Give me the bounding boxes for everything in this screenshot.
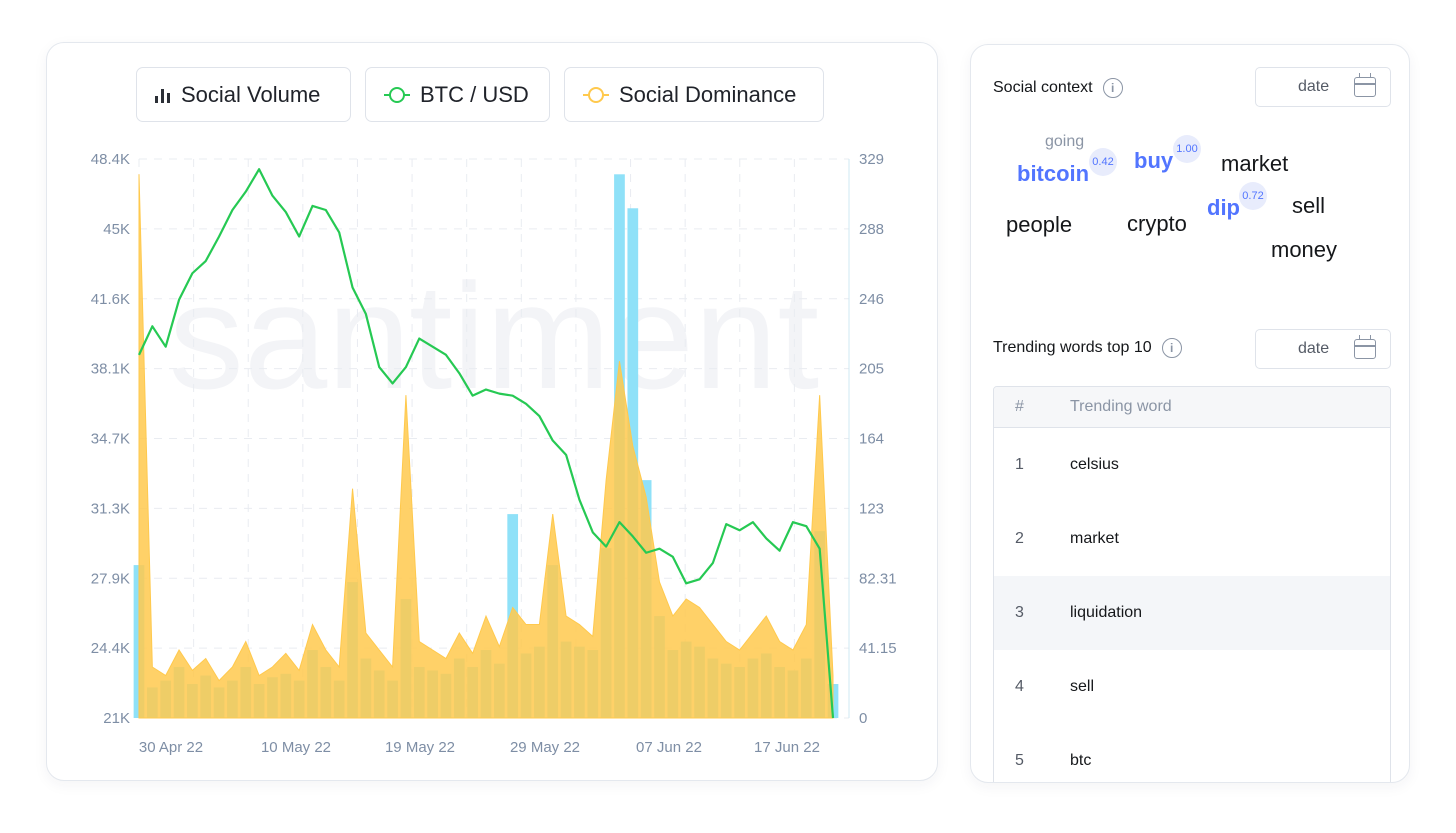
row-rank: 1 (1015, 456, 1024, 473)
y-right-tick-label: 288 (859, 221, 884, 238)
btc-usd-line (138, 168, 835, 719)
y-right-tick-label: 205 (859, 361, 884, 378)
y-left-tick-label: 21K (103, 710, 130, 727)
y-right-tick-label: 82.31 (859, 570, 897, 587)
calendar-icon (1354, 73, 1376, 97)
social-context-title: Social context (993, 79, 1093, 96)
y-right-tick-label: 123 (859, 500, 884, 517)
word-buy[interactable]: buy (1134, 148, 1174, 173)
legend-social-dominance-button[interactable]: Social Dominance (564, 67, 824, 122)
date-placeholder: date (1298, 340, 1330, 357)
table-row[interactable]: 5 btc (994, 724, 1390, 782)
y-right-tick-label: 246 (859, 291, 884, 308)
table-header: # Trending word (994, 387, 1390, 428)
info-icon[interactable]: i (1161, 338, 1182, 358)
chart-canvas[interactable]: santiment 48.4K 45K 41.6K 38.1K 34.7K 31.3K 27.… (47, 43, 939, 782)
word-going[interactable]: going (1045, 133, 1085, 150)
x-tick-label: 29 May 22 (510, 739, 580, 756)
chart-card: santiment 48.4K 45K 41.6K 38.1K 34.7K 31.3K 27.… (46, 42, 938, 781)
info-icon[interactable]: i (1102, 78, 1123, 98)
row-word[interactable]: celsius (1070, 456, 1119, 473)
x-tick-label: 07 Jun 22 (636, 739, 702, 756)
social-dominance-area (138, 174, 834, 719)
social-context-heading: Social context i (993, 78, 1123, 98)
x-tick-label: 10 May 22 (261, 739, 331, 756)
word-bitcoin[interactable]: bitcoin (1017, 161, 1090, 186)
score-badge-bitcoin: 0.42 (1089, 148, 1117, 176)
row-rank: 4 (1015, 678, 1024, 695)
legend-social-dominance-label: Social Dominance (619, 81, 797, 107)
legend-btc-usd-button[interactable]: BTC / USD (365, 67, 550, 122)
y-left-tick-label: 48.4K (91, 151, 130, 168)
table-row[interactable]: 2 market (994, 502, 1390, 576)
row-rank: 3 (1015, 604, 1024, 621)
trending-words-heading: Trending words top 10 i (993, 338, 1182, 358)
y-left-tick-label: 41.6K (91, 291, 130, 308)
y-left-tick-label: 38.1K (91, 361, 130, 378)
word-market[interactable]: market (1221, 151, 1289, 176)
date-placeholder: date (1298, 78, 1330, 95)
watermark: santiment (169, 252, 819, 420)
row-word[interactable]: sell (1070, 678, 1095, 695)
x-tick-label: 30 Apr 22 (139, 739, 203, 756)
row-word[interactable]: market (1070, 530, 1119, 547)
y-right-tick-label: 164 (859, 431, 884, 448)
table-row[interactable]: 4 sell (994, 650, 1390, 724)
y-left-tick-label: 27.9K (91, 570, 130, 587)
score-badge-dip: 0.72 (1239, 182, 1267, 210)
legend-social-volume-label: Social Volume (181, 81, 321, 107)
word-crypto[interactable]: crypto (1127, 211, 1187, 236)
y-left-tick-label: 34.7K (91, 431, 130, 448)
word-sell[interactable]: sell (1292, 193, 1326, 218)
trending-date-input[interactable]: date (1255, 329, 1391, 369)
column-header-word: Trending word (1070, 398, 1172, 415)
yellow-line-marker-icon (583, 86, 609, 103)
row-rank: 2 (1015, 530, 1024, 547)
y-right-tick-label: 0 (859, 710, 867, 727)
legend-social-volume-button[interactable]: Social Volume (136, 67, 351, 122)
x-tick-label: 19 May 22 (385, 739, 455, 756)
row-rank: 5 (1015, 752, 1024, 769)
trending-words-title: Trending words top 10 (993, 339, 1152, 356)
green-line-marker-icon (384, 86, 410, 103)
word-money[interactable]: money (1271, 237, 1338, 262)
trending-words-table: # Trending word 1 celsius 2 market 3 liq… (993, 386, 1391, 782)
score-badge-buy: 1.00 (1173, 135, 1201, 163)
y-left-tick-label: 45K (103, 221, 130, 238)
row-word[interactable]: btc (1070, 752, 1092, 769)
y-right-tick-label: 41.15 (859, 640, 897, 657)
word-people[interactable]: people (1006, 212, 1073, 237)
bar-chart-icon (155, 87, 171, 103)
column-header-rank: # (1015, 398, 1024, 415)
y-left-tick-label: 24.4K (91, 640, 130, 657)
calendar-icon (1354, 335, 1376, 359)
y-right-tick-label: 329 (859, 151, 884, 168)
side-panel: Social context i date going bitcoin 0.42… (970, 44, 1410, 783)
x-tick-label: 17 Jun 22 (754, 739, 820, 756)
word-dip[interactable]: dip (1207, 195, 1240, 220)
legend-btc-usd-label: BTC / USD (420, 81, 529, 107)
social-context-date-input[interactable]: date (1255, 67, 1391, 107)
y-left-tick-label: 31.3K (91, 500, 130, 517)
table-row[interactable]: 1 celsius (994, 428, 1390, 502)
table-row[interactable]: 3 liquidation (994, 576, 1390, 650)
row-word[interactable]: liquidation (1070, 604, 1143, 621)
